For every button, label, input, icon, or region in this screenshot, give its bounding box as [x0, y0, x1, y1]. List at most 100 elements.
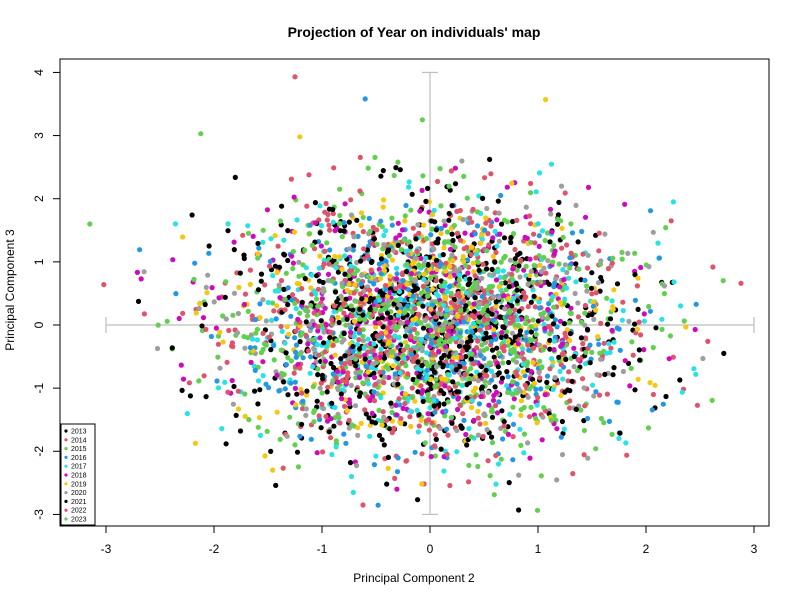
data-point	[463, 354, 469, 360]
data-point	[362, 317, 368, 323]
data-point	[242, 291, 249, 297]
data-point	[223, 441, 229, 447]
data-point	[468, 366, 474, 372]
data-point	[187, 393, 193, 399]
data-point	[179, 387, 185, 393]
data-point	[371, 462, 377, 468]
x-tick-label: -2	[209, 542, 220, 556]
data-point	[339, 339, 345, 345]
data-point	[186, 380, 192, 386]
data-point	[318, 243, 324, 249]
data-point	[250, 233, 256, 239]
data-point	[584, 283, 590, 289]
data-point	[588, 285, 595, 291]
data-point	[460, 254, 466, 260]
data-point	[512, 307, 518, 313]
data-point	[442, 222, 448, 228]
data-point	[596, 230, 602, 236]
data-point	[293, 402, 299, 408]
data-point	[580, 341, 586, 347]
data-point	[393, 297, 399, 303]
data-point	[496, 399, 502, 405]
data-point	[408, 207, 414, 213]
data-point	[433, 376, 439, 382]
data-point	[598, 258, 604, 264]
data-point	[536, 243, 542, 249]
data-point	[478, 240, 484, 246]
data-point	[492, 228, 498, 234]
data-point	[646, 303, 652, 310]
data-point	[387, 290, 393, 296]
data-point	[389, 349, 395, 355]
data-point	[164, 318, 170, 324]
data-point	[564, 242, 570, 248]
data-point	[656, 255, 663, 261]
data-point	[544, 373, 551, 379]
data-point	[488, 368, 495, 374]
data-point	[399, 320, 405, 326]
data-point	[369, 241, 375, 247]
data-point	[294, 391, 300, 397]
data-point	[536, 305, 543, 311]
data-point	[408, 271, 414, 277]
data-point	[444, 451, 450, 457]
data-point	[384, 481, 390, 487]
data-point	[547, 366, 553, 372]
data-point	[513, 280, 519, 286]
data-point	[286, 331, 292, 337]
data-point	[371, 341, 377, 347]
data-point	[438, 261, 444, 267]
data-point	[409, 191, 415, 197]
data-point	[386, 333, 392, 339]
data-point	[387, 426, 393, 432]
data-point	[297, 339, 303, 345]
data-point	[192, 260, 198, 266]
data-point	[154, 345, 161, 352]
data-point	[539, 364, 545, 371]
data-point	[255, 424, 261, 430]
data-point	[533, 255, 539, 261]
data-point	[632, 297, 639, 303]
data-point	[409, 351, 415, 357]
data-point	[215, 341, 221, 347]
data-point	[402, 339, 409, 345]
data-point	[407, 408, 413, 414]
data-point	[343, 440, 349, 446]
data-point	[293, 306, 299, 312]
data-point	[397, 296, 403, 302]
data-point	[330, 219, 336, 225]
data-point	[537, 375, 543, 381]
data-point	[389, 222, 395, 228]
data-point	[341, 253, 348, 259]
data-point	[388, 314, 394, 321]
data-point	[327, 227, 333, 233]
data-point	[254, 326, 260, 332]
data-point	[418, 336, 425, 342]
data-point	[330, 278, 336, 284]
data-point	[432, 299, 439, 305]
data-point	[394, 486, 400, 492]
data-point	[189, 212, 195, 218]
data-point	[337, 228, 343, 234]
data-point	[313, 291, 319, 297]
data-point	[369, 258, 375, 265]
data-point	[330, 206, 336, 213]
data-point	[314, 342, 320, 348]
data-point	[288, 380, 294, 386]
data-point	[540, 414, 546, 420]
data-point	[416, 373, 422, 380]
data-point	[624, 452, 630, 458]
data-point	[357, 306, 363, 312]
data-point	[395, 365, 401, 371]
data-point	[571, 353, 577, 360]
data-point	[383, 329, 389, 335]
data-point	[553, 276, 559, 282]
data-point	[331, 303, 337, 309]
data-point	[506, 480, 512, 486]
data-point	[543, 97, 549, 103]
data-point	[423, 255, 429, 261]
data-point	[507, 411, 513, 417]
data-point	[215, 354, 221, 360]
data-point	[367, 306, 373, 312]
data-point	[442, 294, 448, 300]
